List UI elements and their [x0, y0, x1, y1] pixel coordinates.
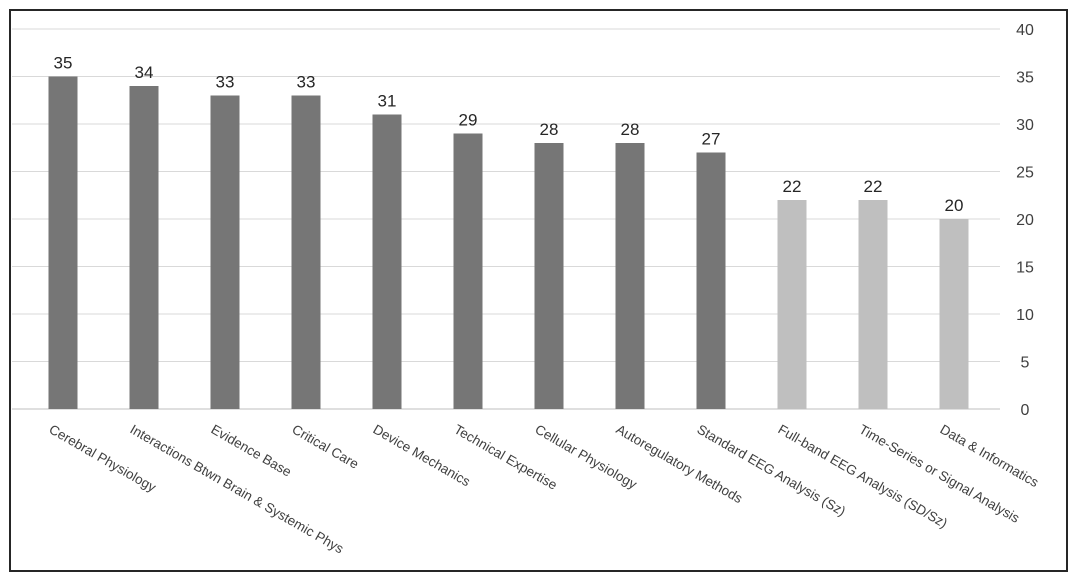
data-label: 22	[864, 177, 883, 196]
y-tick-label: 0	[1021, 402, 1030, 419]
x-category-label: Time-Series or Signal Analysis	[857, 422, 1023, 526]
data-label: 33	[297, 73, 316, 92]
data-label: 28	[540, 120, 559, 139]
data-label: 33	[216, 73, 235, 92]
bar	[615, 143, 645, 409]
data-label: 20	[945, 196, 964, 215]
y-tick-label: 5	[1021, 355, 1030, 372]
bar	[291, 95, 321, 409]
y-tick-label: 40	[1016, 22, 1034, 39]
x-category-label: Critical Care	[290, 422, 362, 472]
bar	[777, 200, 807, 409]
y-tick-label: 15	[1016, 260, 1034, 277]
x-category-label: Standard EEG Analysis (Sz)	[695, 422, 849, 519]
bar	[453, 133, 483, 409]
bar	[48, 76, 78, 409]
bar	[939, 219, 969, 409]
bar	[129, 86, 159, 409]
y-tick-label: 30	[1016, 117, 1034, 134]
bar	[372, 114, 402, 409]
data-label: 31	[378, 92, 397, 111]
data-label: 22	[783, 177, 802, 196]
bar	[696, 152, 726, 409]
bar	[534, 143, 564, 409]
data-label: 34	[135, 63, 154, 82]
bar	[210, 95, 240, 409]
data-label: 29	[459, 111, 478, 130]
y-tick-label: 35	[1016, 70, 1034, 87]
y-tick-label: 20	[1016, 212, 1034, 229]
y-tick-label: 25	[1016, 165, 1034, 182]
data-label: 35	[54, 54, 73, 73]
bar	[858, 200, 888, 409]
y-tick-label: 10	[1016, 307, 1034, 324]
data-label: 27	[702, 130, 721, 149]
data-label: 28	[621, 120, 640, 139]
